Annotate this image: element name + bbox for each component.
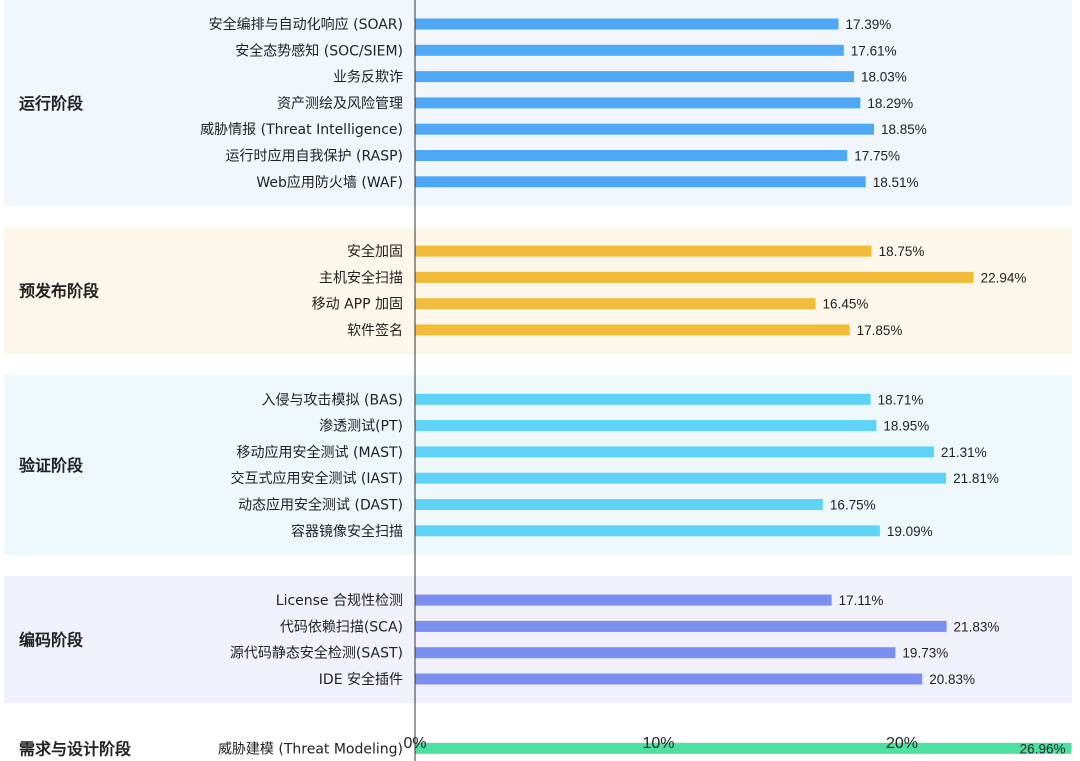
stage-label: 验证阶段 [19, 456, 84, 475]
stage-label: 编码阶段 [19, 631, 84, 650]
bar [415, 393, 871, 405]
data-label: 17.75% [854, 149, 900, 164]
bar [415, 71, 855, 83]
data-label: 16.75% [830, 498, 876, 513]
bar [415, 150, 848, 161]
data-label: 21.81% [953, 471, 999, 486]
category-label: 安全编排与自动化响应 (SOAR) [209, 16, 403, 33]
data-label: 17.11% [839, 593, 884, 608]
category-label: 入侵与攻击模拟 (BAS) [262, 391, 403, 408]
bar [415, 123, 874, 135]
data-label: 20.83% [929, 672, 975, 687]
x-tick-label: 20% [886, 735, 918, 752]
stage-band-2 [4, 375, 1072, 555]
data-label: 18.95% [883, 419, 929, 434]
data-label: 17.85% [857, 323, 903, 338]
bar [415, 673, 923, 685]
data-label: 18.85% [881, 122, 927, 137]
category-label: License 合规性检测 [276, 593, 403, 609]
category-label: 容器镜像安全扫描 [291, 523, 403, 540]
stage-label: 预发布阶段 [19, 282, 100, 301]
labels: 运行阶段 安全编排与自动化响应 (SOAR) 17.39% 安全态势感知 (SOC/S… [19, 16, 1065, 758]
bar [415, 18, 839, 30]
category-label: 交互式应用安全测试 (IAST) [230, 470, 403, 487]
bar [415, 525, 880, 537]
bar [415, 298, 816, 310]
bar [415, 594, 832, 606]
x-tick-label: 0% [403, 735, 426, 752]
category-label: 威胁建模 (Threat Modeling) [218, 741, 403, 757]
category-label: Web应用防火墙 (WAF) [256, 174, 403, 191]
category-label: IDE 安全插件 [319, 671, 403, 688]
category-label: 动态应用安全测试 (DAST) [238, 497, 403, 514]
data-label: 16.45% [823, 297, 869, 312]
data-label: 21.83% [954, 619, 1000, 634]
data-label: 17.39% [845, 17, 891, 32]
bar [415, 620, 947, 632]
bar [415, 647, 896, 659]
x-tick-label: 10% [642, 735, 674, 752]
data-label: 17.61% [851, 43, 897, 58]
stage-label: 需求与设计阶段 [19, 739, 132, 758]
bar [415, 324, 850, 336]
category-label: 威胁情报 (Threat Intelligence) [200, 122, 403, 138]
category-label: 安全态势感知 (SOC/SIEM) [235, 42, 403, 59]
data-label: 18.03% [861, 70, 907, 85]
x-axis-ticks: 0% 10% 20% [403, 735, 918, 752]
data-label: 18.51% [873, 175, 919, 190]
bar [415, 44, 844, 56]
category-label: 安全加固 [347, 243, 403, 260]
category-label: 主机安全扫描 [319, 269, 403, 286]
data-label: 22.94% [981, 270, 1027, 285]
data-label: 18.75% [879, 244, 925, 259]
bar [415, 245, 872, 257]
bar [415, 176, 866, 188]
data-label: 21.31% [941, 445, 987, 460]
category-label: 渗透测试(PT) [319, 419, 403, 435]
bar [415, 420, 877, 432]
category-label: 业务反欺诈 [333, 70, 403, 86]
bar [415, 446, 934, 458]
bar [415, 742, 1072, 754]
data-label: 18.29% [867, 96, 913, 111]
category-label: 运行时应用自我保护 (RASP) [226, 148, 403, 165]
category-label: 源代码静态安全检测(SAST) [230, 645, 403, 662]
data-label: 19.09% [887, 524, 933, 539]
bars [415, 18, 1072, 754]
bar [415, 472, 947, 484]
data-label: 18.71% [878, 392, 924, 407]
stage-band-4 [4, 724, 1072, 761]
category-label: 移动应用安全测试 (MAST) [237, 444, 403, 461]
category-label: 资产测绘及风险管理 [277, 96, 403, 112]
bar [415, 97, 861, 109]
category-label: 代码依赖扫描(SCA) [280, 619, 403, 635]
category-label: 移动 APP 加固 [312, 297, 403, 313]
category-label: 软件签名 [347, 322, 403, 339]
stage-label: 运行阶段 [19, 94, 84, 113]
bar [415, 499, 823, 510]
data-label: 26.96% [1020, 741, 1066, 756]
bar [415, 271, 974, 283]
data-label: 19.73% [902, 646, 948, 661]
